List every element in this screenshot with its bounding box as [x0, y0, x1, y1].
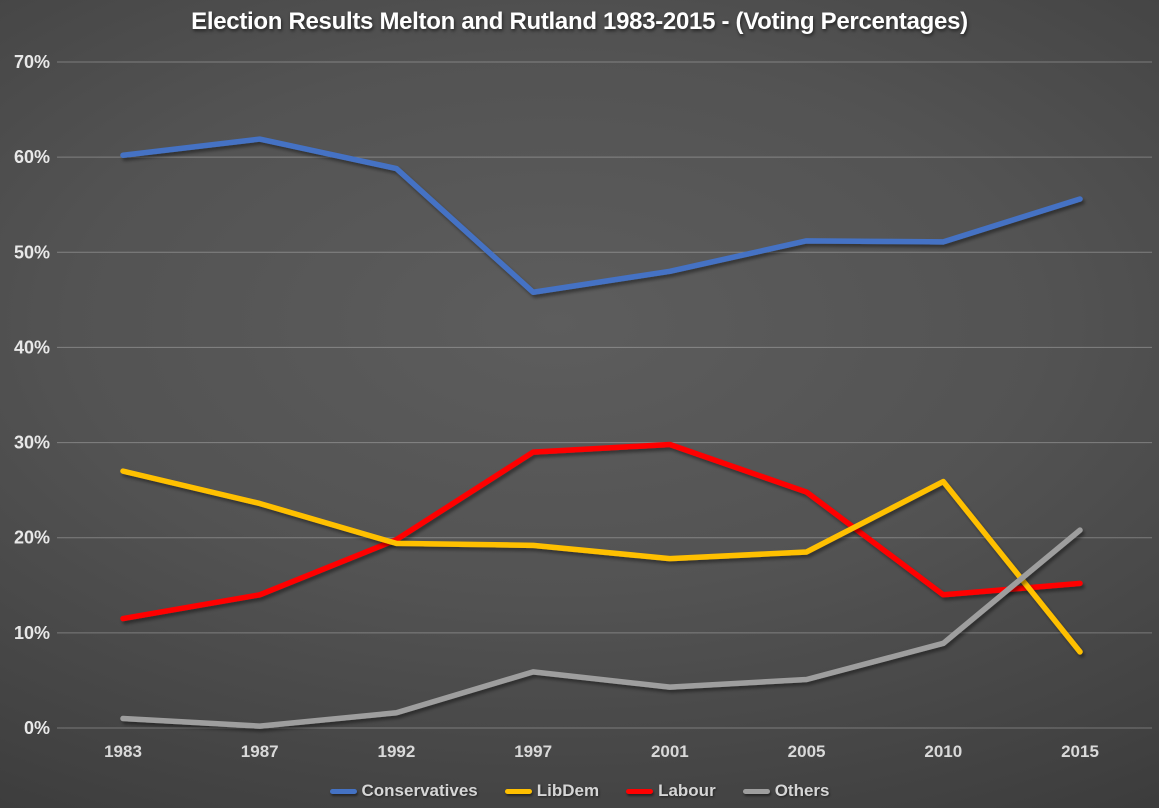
- y-axis-label: 40%: [14, 337, 50, 357]
- legend-swatch-icon: [742, 788, 770, 794]
- legend-label: Labour: [658, 781, 716, 800]
- x-axis-label: 1983: [104, 742, 142, 761]
- series-line-libdem: [120, 468, 1083, 655]
- y-axis-label: 20%: [14, 528, 50, 548]
- y-axis-label: 50%: [14, 242, 50, 262]
- series-line-labour: [120, 441, 1083, 622]
- legend-item-libdem[interactable]: LibDem: [504, 781, 600, 801]
- y-axis-label: 10%: [14, 623, 50, 643]
- legend-label: Others: [774, 781, 830, 800]
- line-chart: 0% 10% 20% 30% 40% 50% 60% 70% 1983 1987 1992 1997…: [14, 52, 1152, 761]
- x-axis-label: 2005: [788, 742, 826, 761]
- legend-item-conservatives[interactable]: Conservatives: [329, 781, 478, 801]
- gridlines: [57, 61, 1152, 729]
- x-axis-label: 2015: [1061, 742, 1099, 761]
- x-axis-label: 2001: [651, 742, 689, 761]
- legend-label: Conservatives: [361, 781, 478, 800]
- series-line-conservatives: [120, 136, 1083, 295]
- series-lines: [120, 136, 1083, 729]
- legend-label: LibDem: [536, 781, 600, 800]
- y-axis-label: 0%: [24, 718, 50, 738]
- chart-legend: Conservatives LibDem Labour Others: [0, 781, 1159, 801]
- legend-item-labour[interactable]: Labour: [626, 781, 716, 801]
- y-axis-labels: 0% 10% 20% 30% 40% 50% 60% 70%: [14, 52, 50, 738]
- series-line-others: [120, 527, 1083, 729]
- x-axis-label: 1992: [378, 742, 416, 761]
- x-axis-label: 1997: [514, 742, 552, 761]
- legend-swatch-icon: [626, 788, 654, 794]
- x-axis-label: 2010: [924, 742, 962, 761]
- x-axis-labels: 1983 1987 1992 1997 2001 2005 2010 2015: [104, 742, 1099, 761]
- legend-item-others[interactable]: Others: [742, 781, 830, 801]
- chart-title: Election Results Melton and Rutland 1983…: [191, 8, 968, 35]
- y-axis-label: 30%: [14, 433, 50, 453]
- y-axis-label: 60%: [14, 147, 50, 167]
- x-axis-label: 1987: [241, 742, 279, 761]
- legend-swatch-icon: [329, 788, 357, 794]
- legend-swatch-icon: [504, 788, 532, 794]
- y-axis-label: 70%: [14, 52, 50, 72]
